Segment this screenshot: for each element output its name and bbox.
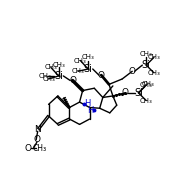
Text: Si: Si	[84, 64, 93, 74]
Text: H: H	[87, 106, 94, 115]
Text: CH₃: CH₃	[148, 70, 160, 76]
Text: CH₃: CH₃	[141, 81, 154, 87]
Text: CH₃: CH₃	[140, 98, 153, 104]
Text: Si: Si	[142, 60, 151, 70]
Text: CH₃: CH₃	[74, 58, 87, 64]
Text: Si: Si	[134, 88, 143, 98]
Text: CH₃: CH₃	[72, 68, 84, 74]
Text: O: O	[69, 76, 76, 85]
Text: CH₃: CH₃	[148, 55, 160, 60]
Text: CH₃: CH₃	[38, 73, 51, 79]
Text: H: H	[84, 99, 90, 108]
Text: CH₃: CH₃	[32, 144, 46, 153]
Text: CH₃: CH₃	[42, 76, 55, 82]
Text: CH₃: CH₃	[140, 82, 153, 88]
Text: O: O	[98, 71, 105, 80]
Text: O: O	[25, 144, 32, 153]
Text: O: O	[122, 88, 129, 97]
Text: CH₃: CH₃	[44, 64, 57, 70]
Text: N: N	[34, 125, 41, 133]
Text: Si: Si	[54, 71, 63, 81]
Text: CH₃: CH₃	[140, 51, 153, 57]
Text: O: O	[129, 67, 136, 76]
Text: CH₃: CH₃	[82, 55, 94, 60]
Text: CH₃: CH₃	[52, 62, 65, 68]
Text: O: O	[33, 135, 40, 144]
